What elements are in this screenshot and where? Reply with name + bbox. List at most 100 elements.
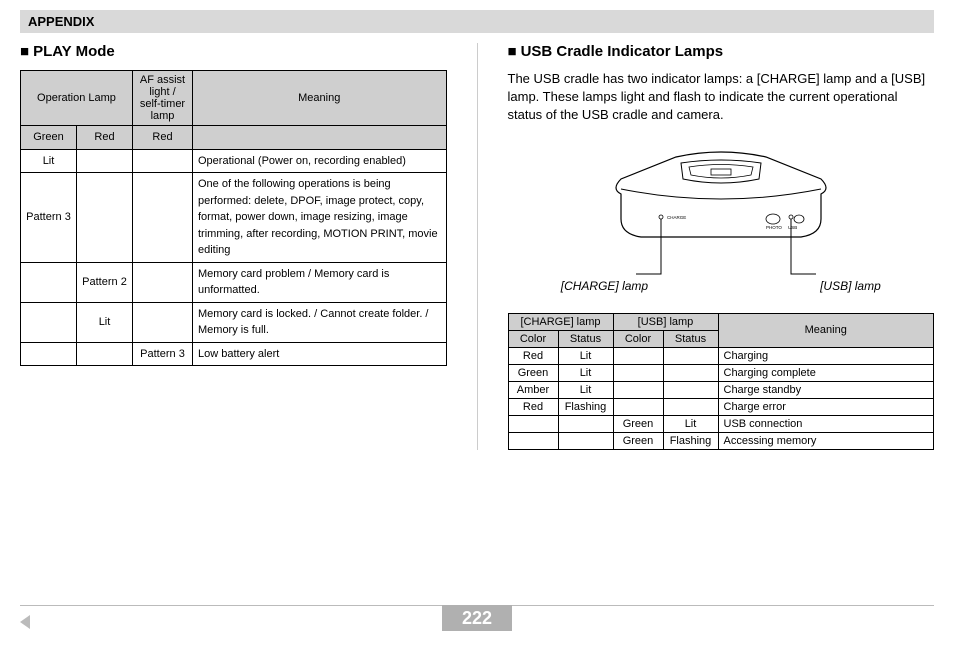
cell: USB connection bbox=[718, 415, 934, 432]
cell bbox=[663, 364, 718, 381]
table-row: Pattern 3 Low battery alert bbox=[21, 342, 447, 366]
subcol-green: Green bbox=[21, 126, 77, 150]
cell bbox=[663, 381, 718, 398]
cell bbox=[613, 364, 663, 381]
play-mode-heading-text: PLAY Mode bbox=[33, 43, 115, 60]
page-footer: 222 bbox=[20, 605, 934, 631]
usb-cradle-intro: The USB cradle has two indicator lamps: … bbox=[508, 70, 935, 125]
usb-cradle-heading-text: USB Cradle Indicator Lamps bbox=[521, 43, 724, 60]
page-number: 222 bbox=[442, 605, 512, 631]
cell bbox=[21, 262, 77, 302]
page: APPENDIX ■PLAY Mode Operation Lamp AF as… bbox=[0, 0, 954, 646]
subcol-red2: Red bbox=[133, 126, 193, 150]
cell bbox=[558, 432, 613, 449]
photo-tiny-label: PHOTO bbox=[766, 225, 782, 230]
col-meaning: Meaning bbox=[718, 313, 934, 347]
cell: Pattern 2 bbox=[77, 262, 133, 302]
cradle-svg-icon: CHARGE PHOTO USB bbox=[581, 139, 861, 299]
col-af-lamp: AF assist light / self-timer lamp bbox=[133, 71, 193, 126]
cell: Pattern 3 bbox=[133, 342, 193, 366]
cell: Lit bbox=[77, 302, 133, 342]
col-charge-lamp: [CHARGE] lamp bbox=[508, 313, 613, 330]
play-mode-heading: ■PLAY Mode bbox=[20, 43, 447, 60]
appendix-header-bar: APPENDIX bbox=[20, 10, 934, 33]
cell: Lit bbox=[558, 381, 613, 398]
left-column: ■PLAY Mode Operation Lamp AF assist ligh… bbox=[20, 43, 447, 450]
table-row: Lit Operational (Power on, recording ena… bbox=[21, 149, 447, 173]
cell: Charge error bbox=[718, 398, 934, 415]
appendix-label: APPENDIX bbox=[28, 14, 94, 29]
col-usb-lamp: [USB] lamp bbox=[613, 313, 718, 330]
cell: Charging complete bbox=[718, 364, 934, 381]
table-row: Red Lit Charging bbox=[508, 347, 934, 364]
cell: Red bbox=[508, 398, 558, 415]
usb-lamp-label: [USB] lamp bbox=[820, 279, 881, 293]
subcol-color: Color bbox=[613, 330, 663, 347]
table-subheader-row: Green Red Red bbox=[21, 126, 447, 150]
cell: Lit bbox=[21, 149, 77, 173]
cell bbox=[663, 347, 718, 364]
table-row: Pattern 2 Memory card problem / Memory c… bbox=[21, 262, 447, 302]
subcol-color: Color bbox=[508, 330, 558, 347]
cell: Green bbox=[508, 364, 558, 381]
cell bbox=[613, 347, 663, 364]
table-row: Lit Memory card is locked. / Cannot crea… bbox=[21, 302, 447, 342]
cell bbox=[21, 342, 77, 366]
cell: Green bbox=[613, 415, 663, 432]
cell bbox=[21, 302, 77, 342]
cell: Charging bbox=[718, 347, 934, 364]
charge-lamp-label: [CHARGE] lamp bbox=[561, 279, 648, 293]
subcol-meaning-blank bbox=[193, 126, 447, 150]
charge-tiny-label: CHARGE bbox=[667, 215, 686, 220]
cell: Memory card problem / Memory card is unf… bbox=[193, 262, 447, 302]
table-row: Green Lit Charging complete bbox=[508, 364, 934, 381]
cell bbox=[77, 342, 133, 366]
col-operation-lamp: Operation Lamp bbox=[21, 71, 133, 126]
cell: Lit bbox=[558, 364, 613, 381]
usb-cradle-heading: ■USB Cradle Indicator Lamps bbox=[508, 43, 935, 60]
cell bbox=[663, 398, 718, 415]
right-column: ■USB Cradle Indicator Lamps The USB crad… bbox=[508, 43, 935, 450]
cell: Flashing bbox=[663, 432, 718, 449]
cell bbox=[508, 415, 558, 432]
usb-tiny-label: USB bbox=[788, 225, 797, 230]
subcol-status: Status bbox=[663, 330, 718, 347]
table-row: Green Lit USB connection bbox=[508, 415, 934, 432]
cell bbox=[613, 381, 663, 398]
cell bbox=[77, 149, 133, 173]
play-mode-table: Operation Lamp AF assist light / self-ti… bbox=[20, 70, 447, 366]
cell bbox=[133, 173, 193, 263]
cell: Low battery alert bbox=[193, 342, 447, 366]
cell: Amber bbox=[508, 381, 558, 398]
two-column-layout: ■PLAY Mode Operation Lamp AF assist ligh… bbox=[20, 43, 934, 450]
cell: Green bbox=[613, 432, 663, 449]
cell: Flashing bbox=[558, 398, 613, 415]
table-header-row: Operation Lamp AF assist light / self-ti… bbox=[21, 71, 447, 126]
square-bullet-icon: ■ bbox=[20, 43, 29, 60]
cell: Lit bbox=[558, 347, 613, 364]
cell: Operational (Power on, recording enabled… bbox=[193, 149, 447, 173]
table-row: Pattern 3 One of the following operation… bbox=[21, 173, 447, 263]
square-bullet-icon: ■ bbox=[508, 43, 517, 60]
cell bbox=[613, 398, 663, 415]
subcol-status: Status bbox=[558, 330, 613, 347]
cell: Accessing memory bbox=[718, 432, 934, 449]
cell: Red bbox=[508, 347, 558, 364]
col-meaning: Meaning bbox=[193, 71, 447, 126]
cell bbox=[133, 149, 193, 173]
cell bbox=[508, 432, 558, 449]
cell: Memory card is locked. / Cannot create f… bbox=[193, 302, 447, 342]
table-row: Amber Lit Charge standby bbox=[508, 381, 934, 398]
table-row: Green Flashing Accessing memory bbox=[508, 432, 934, 449]
cell bbox=[133, 302, 193, 342]
cradle-diagram: CHARGE PHOTO USB [CHARGE] lamp [USB] lam… bbox=[541, 139, 901, 299]
cell bbox=[77, 173, 133, 263]
table-row: Red Flashing Charge error bbox=[508, 398, 934, 415]
cell: Lit bbox=[663, 415, 718, 432]
cell: Charge standby bbox=[718, 381, 934, 398]
prev-page-icon[interactable] bbox=[20, 615, 30, 629]
cell: Pattern 3 bbox=[21, 173, 77, 263]
cell bbox=[133, 262, 193, 302]
table-header-row: [CHARGE] lamp [USB] lamp Meaning bbox=[508, 313, 934, 330]
column-divider bbox=[477, 43, 478, 450]
